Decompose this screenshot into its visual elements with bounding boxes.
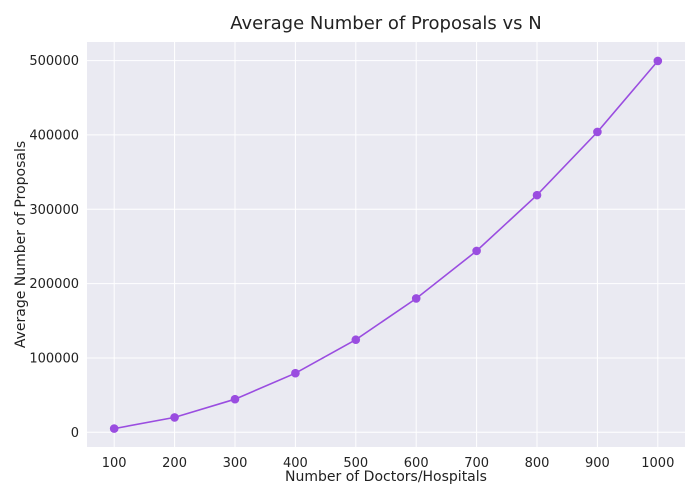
data-point <box>653 56 663 66</box>
x-tick-label: 200 <box>162 456 187 471</box>
x-axis-label: Number of Doctors/Hospitals <box>285 469 487 485</box>
x-tick-label: 500 <box>343 456 368 471</box>
y-tick-label: 200000 <box>29 277 79 292</box>
data-point <box>291 368 300 378</box>
y-tick-label: 400000 <box>29 128 79 143</box>
series-layer <box>109 56 663 433</box>
y-axis-label: Average Number of Proposals <box>13 141 29 348</box>
y-tick-label: 0 <box>71 426 79 441</box>
series-line <box>114 60 659 430</box>
x-tick-label: 600 <box>404 456 429 471</box>
y-tick-label: 500000 <box>29 54 79 69</box>
x-axis-ticks: 100 200 300 400 500 600 700 800 900 1000 <box>102 456 675 471</box>
data-point <box>109 424 119 433</box>
data-point <box>411 294 421 303</box>
y-axis-ticks: 0 100000 200000 300000 400000 500000 <box>29 54 79 441</box>
x-tick-label: 900 <box>585 456 610 471</box>
plot-background <box>87 42 685 447</box>
x-tick-label: 1000 <box>641 456 674 471</box>
data-point <box>532 190 542 200</box>
data-point <box>351 335 361 345</box>
chart-title: Average Number of Proposals vs N <box>230 13 541 34</box>
x-tick-label: 700 <box>464 456 489 471</box>
x-tick-label: 400 <box>283 456 308 471</box>
data-point <box>593 127 602 137</box>
grid-lines <box>87 42 685 447</box>
data-point <box>170 413 179 422</box>
x-tick-label: 300 <box>223 456 248 471</box>
data-point <box>472 246 481 256</box>
x-tick-label: 100 <box>102 456 127 471</box>
data-point <box>230 394 240 404</box>
x-tick-label: 800 <box>525 456 550 471</box>
y-tick-label: 100000 <box>29 351 79 366</box>
y-tick-label: 300000 <box>29 203 79 218</box>
